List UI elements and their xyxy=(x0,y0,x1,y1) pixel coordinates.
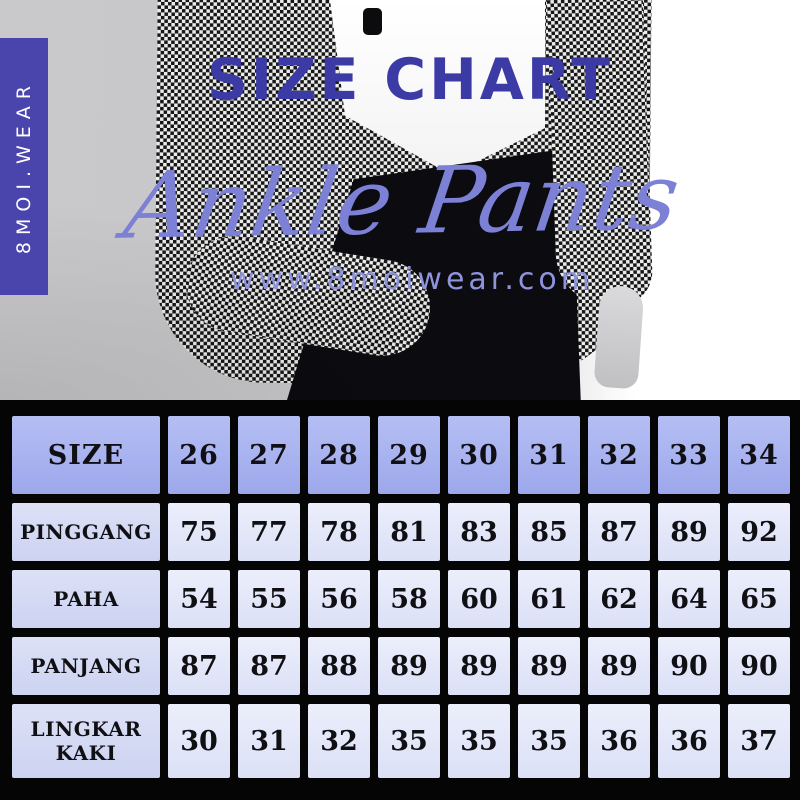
size-column-header: 30 xyxy=(448,416,510,494)
size-value-cell: 35 xyxy=(518,704,580,778)
size-column-header: 33 xyxy=(658,416,720,494)
size-column-header: 28 xyxy=(308,416,370,494)
size-value-cell: 37 xyxy=(728,704,790,778)
measurement-row-label: PINGGANG xyxy=(12,503,160,561)
brand-ribbon: 8MOI.WEAR xyxy=(0,38,48,295)
size-value-cell: 87 xyxy=(238,637,300,695)
size-value-cell: 77 xyxy=(238,503,300,561)
size-value-cell: 55 xyxy=(238,570,300,628)
size-value-cell: 78 xyxy=(308,503,370,561)
size-value-cell: 83 xyxy=(448,503,510,561)
size-value-cell: 92 xyxy=(728,503,790,561)
brand-ribbon-label: 8MOI.WEAR xyxy=(13,78,35,255)
size-value-cell: 31 xyxy=(238,704,300,778)
size-value-cell: 62 xyxy=(588,570,650,628)
measurement-row-label: LINGKAR KAKI xyxy=(12,704,160,778)
size-column-header: 31 xyxy=(518,416,580,494)
size-column-header: 26 xyxy=(168,416,230,494)
size-value-cell: 85 xyxy=(518,503,580,561)
model-photo: SIZE CHART Ankle Pants www.8moiwear.com xyxy=(0,0,800,400)
size-value-cell: 89 xyxy=(518,637,580,695)
size-value-cell: 32 xyxy=(308,704,370,778)
jacket-button-shape xyxy=(363,8,382,35)
size-table: SIZE 26 27 28 29 30 31 32 33 34 PINGGANG… xyxy=(0,400,800,800)
measurement-row-label: PANJANG xyxy=(12,637,160,695)
product-subtitle: Ankle Pants xyxy=(118,143,686,260)
size-value-cell: 90 xyxy=(658,637,720,695)
size-value-cell: 36 xyxy=(658,704,720,778)
size-value-cell: 56 xyxy=(308,570,370,628)
size-value-cell: 30 xyxy=(168,704,230,778)
measurement-row-label: PAHA xyxy=(12,570,160,628)
size-value-cell: 61 xyxy=(518,570,580,628)
size-value-cell: 64 xyxy=(658,570,720,628)
size-column-header: 32 xyxy=(588,416,650,494)
size-column-header: 27 xyxy=(238,416,300,494)
website-url: www.8moiwear.com xyxy=(230,262,594,297)
size-value-cell: 89 xyxy=(378,637,440,695)
size-value-cell: 87 xyxy=(588,503,650,561)
size-column-header: 34 xyxy=(728,416,790,494)
size-value-cell: 35 xyxy=(448,704,510,778)
size-value-cell: 87 xyxy=(168,637,230,695)
size-value-cell: 54 xyxy=(168,570,230,628)
size-value-cell: 90 xyxy=(728,637,790,695)
size-value-cell: 75 xyxy=(168,503,230,561)
size-value-cell: 89 xyxy=(448,637,510,695)
size-value-cell: 65 xyxy=(728,570,790,628)
model-hand-shape xyxy=(593,284,645,390)
size-value-cell: 60 xyxy=(448,570,510,628)
size-value-cell: 58 xyxy=(378,570,440,628)
page-title: SIZE CHART xyxy=(206,47,614,113)
table-corner-size-label: SIZE xyxy=(12,416,160,494)
size-value-cell: 36 xyxy=(588,704,650,778)
size-value-cell: 89 xyxy=(588,637,650,695)
size-value-cell: 88 xyxy=(308,637,370,695)
size-value-cell: 89 xyxy=(658,503,720,561)
size-value-cell: 81 xyxy=(378,503,440,561)
size-value-cell: 35 xyxy=(378,704,440,778)
size-column-header: 29 xyxy=(378,416,440,494)
